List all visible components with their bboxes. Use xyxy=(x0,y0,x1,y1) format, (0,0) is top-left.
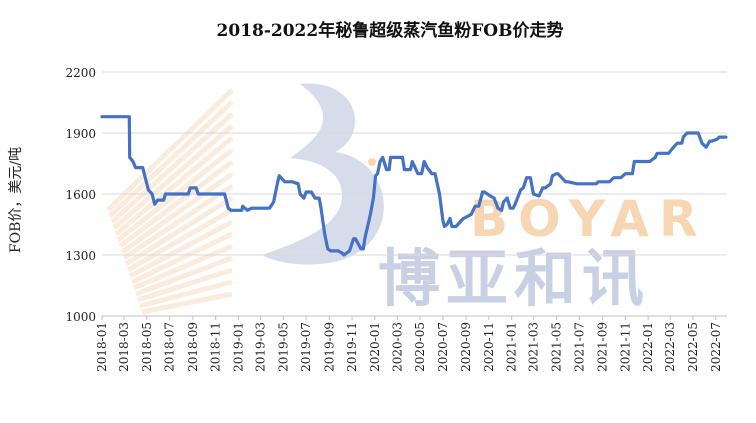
watermark-stripe xyxy=(126,207,234,273)
x-axis xyxy=(101,315,727,320)
series-line xyxy=(100,115,728,257)
watermark-stripe xyxy=(108,100,234,218)
x-tick-label: 2022-05 xyxy=(686,322,700,372)
x-tick-label: 2022-07 xyxy=(709,322,723,372)
x-tick-label: 2021-05 xyxy=(550,322,564,372)
x-tick-label: 2018-05 xyxy=(140,322,154,372)
x-tick-label: 2020-11 xyxy=(482,322,496,372)
y-tick-label: 2200 xyxy=(65,66,96,80)
x-tick-label: 2020-03 xyxy=(390,322,404,372)
watermark-stripe xyxy=(135,255,233,297)
x-tick-label: 2018-07 xyxy=(163,322,177,372)
x-tick-label: 2018-01 xyxy=(95,322,109,372)
x-tick-label: 2021-11 xyxy=(618,322,632,372)
watermark-stripe xyxy=(130,231,234,285)
watermark-stripe xyxy=(106,88,234,212)
x-tick-label: 2021-03 xyxy=(527,322,541,372)
watermark-stripe xyxy=(139,279,233,309)
watermark-chinese-text: 博亚和讯 xyxy=(378,242,650,315)
y-tick-label: 1300 xyxy=(65,249,96,263)
boyar-watermark: BOYAR 博亚和讯 xyxy=(106,83,697,315)
watermark-stripe xyxy=(122,183,234,261)
x-tick-label: 2019-05 xyxy=(276,322,290,372)
x-tick-label: 2019-01 xyxy=(231,322,245,372)
x-tick-label: 2020-07 xyxy=(436,322,450,372)
watermark-stripes xyxy=(106,88,234,315)
x-tick-label: 2019-11 xyxy=(345,322,359,372)
x-tick-label: 2021-09 xyxy=(596,322,610,372)
x-tick-label: 2021-07 xyxy=(572,322,586,372)
x-tick-label: 2019-03 xyxy=(253,322,267,372)
watermark-stripe xyxy=(133,243,233,291)
watermark-stripe xyxy=(124,195,234,267)
y-axis-label: FOB价，美元/吨 xyxy=(8,147,24,253)
series-layer xyxy=(100,115,728,257)
chart-title: 2018-2022年秘鲁超级蒸汽鱼粉FOB价走势 xyxy=(217,20,564,41)
watermark-logo-dot xyxy=(368,158,376,166)
watermark-stripe xyxy=(137,267,233,303)
x-tick-label: 2018-09 xyxy=(186,322,200,372)
y-tick-label: 1900 xyxy=(65,127,96,141)
x-tick-label: 2020-05 xyxy=(413,322,427,372)
x-tick-label: 2018-11 xyxy=(209,322,223,372)
x-tick-label: 2022-01 xyxy=(641,322,655,372)
x-tick-label: 2019-07 xyxy=(299,322,313,372)
x-tick-label: 2019-09 xyxy=(322,322,336,372)
x-tick-label: 2018-03 xyxy=(117,322,131,372)
x-tick-label: 2022-03 xyxy=(663,322,677,372)
y-tick-label: 1000 xyxy=(65,310,96,324)
x-tick-label: 2020-09 xyxy=(459,322,473,372)
y-tick-label: 1600 xyxy=(65,188,96,202)
watermark-stripe xyxy=(128,219,234,279)
watermark-stripe xyxy=(120,171,234,255)
watermark-stripe xyxy=(110,112,234,224)
watermark-stripe xyxy=(118,160,234,248)
watermark-stripe xyxy=(141,291,233,315)
x-tick-labels: 2018-01 2018-03 2018-05 2018-07 2018-09 2018-… xyxy=(95,322,723,372)
watermark-stripe xyxy=(114,136,234,236)
watermark-logo-b xyxy=(262,83,384,265)
x-tick-label: 2020-01 xyxy=(368,322,382,372)
x-tick-label: 2021-01 xyxy=(505,322,519,372)
y-tick-labels: 1000 1300 1600 1900 2200 xyxy=(65,66,96,324)
watermark-stripe xyxy=(112,124,234,230)
